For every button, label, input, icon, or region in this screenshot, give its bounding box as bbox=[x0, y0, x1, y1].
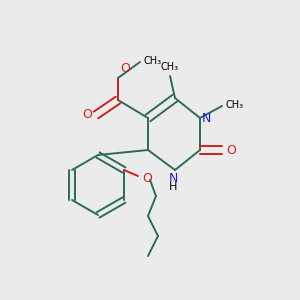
Text: CH₃: CH₃ bbox=[161, 62, 179, 72]
Text: N: N bbox=[202, 112, 211, 124]
Text: N: N bbox=[168, 172, 178, 185]
Text: CH₃: CH₃ bbox=[143, 56, 161, 66]
Text: O: O bbox=[82, 109, 92, 122]
Text: O: O bbox=[226, 143, 236, 157]
Text: H: H bbox=[169, 182, 177, 192]
Text: O: O bbox=[120, 62, 130, 75]
Text: CH₃: CH₃ bbox=[225, 100, 243, 110]
Text: O: O bbox=[142, 172, 152, 184]
